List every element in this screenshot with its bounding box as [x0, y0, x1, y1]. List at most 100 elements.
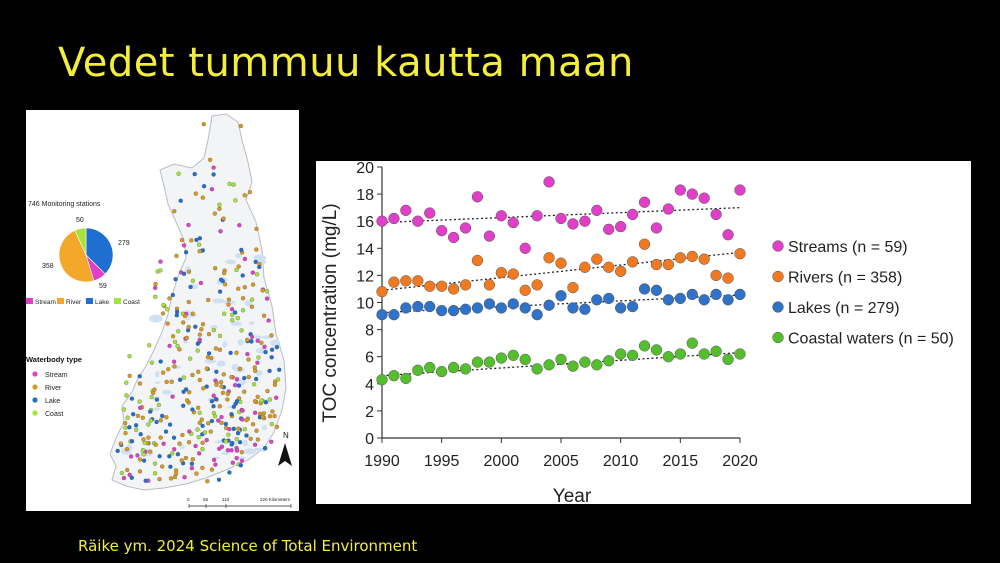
station-dot [170, 394, 175, 399]
station-dot [232, 310, 238, 315]
station-dot [244, 433, 249, 438]
station-dot [263, 445, 268, 451]
station-dot [177, 347, 182, 352]
station-dot [196, 405, 201, 410]
legend-label: Lakes (n = 279) [788, 300, 900, 317]
station-dot [239, 328, 244, 333]
station-dot [129, 396, 135, 401]
station-dot [237, 440, 243, 445]
data-point [662, 351, 675, 363]
station-dot [194, 471, 199, 476]
x-tick-label: 2015 [663, 453, 699, 470]
station-dot [248, 436, 253, 441]
station-dot [115, 448, 120, 454]
station-dot [212, 211, 217, 216]
data-point [424, 280, 436, 292]
station-dot [161, 302, 166, 308]
data-point [543, 176, 555, 188]
station-dot [238, 123, 244, 129]
station-dot [189, 465, 195, 471]
station-dot [183, 250, 189, 255]
station-dot [170, 292, 175, 298]
station-dot [250, 270, 255, 275]
station-dot [269, 333, 274, 338]
station-dot [195, 341, 200, 346]
pie-slice [58, 229, 95, 283]
data-point [507, 349, 519, 361]
station-dot [185, 398, 190, 403]
station-dot [219, 414, 224, 420]
waterbody-legend-stream: Stream [45, 372, 68, 379]
station-dot [245, 351, 250, 357]
station-dot [254, 226, 259, 232]
station-dot [211, 165, 216, 170]
pie-legend: Stream River Lake Coast [26, 298, 140, 306]
station-dot [190, 407, 195, 412]
station-dot [250, 282, 256, 287]
station-dot [246, 374, 251, 380]
station-dot [140, 447, 146, 453]
station-dot [186, 440, 192, 445]
lake-shape [154, 381, 161, 384]
station-dot [229, 307, 235, 312]
station-dot [156, 402, 162, 408]
station-dot [223, 439, 229, 444]
lake-shape [204, 359, 217, 364]
pie-legend-label: Lake [95, 299, 109, 306]
data-point [638, 238, 651, 250]
station-dot [250, 422, 256, 427]
station-dot [166, 367, 171, 372]
station-dot [179, 458, 184, 463]
station-dot [206, 297, 211, 303]
station-dot [242, 285, 247, 290]
data-point [603, 355, 615, 367]
station-dot [256, 355, 261, 360]
station-dot [239, 458, 245, 463]
station-dot [242, 256, 248, 262]
y-tick-label: 6 [365, 350, 374, 367]
station-dot [177, 441, 182, 446]
data-point [674, 292, 686, 305]
data-point [674, 348, 686, 360]
station-dot [216, 418, 221, 423]
station-dot [240, 296, 246, 301]
station-dot [247, 189, 253, 195]
lake-shape [152, 407, 160, 411]
station-dot [149, 360, 155, 365]
station-dot [180, 432, 185, 438]
station-dot [165, 307, 170, 312]
data-point [400, 372, 412, 385]
data-point [495, 302, 507, 314]
station-dot [213, 266, 218, 271]
data-point [388, 370, 400, 382]
station-dot [263, 349, 268, 355]
station-dot [178, 198, 183, 203]
station-dot [161, 370, 166, 375]
station-dot [234, 436, 239, 442]
station-dot [153, 442, 158, 447]
station-dot [206, 331, 212, 337]
station-dot [181, 403, 186, 408]
station-dot [119, 470, 125, 476]
data-point [483, 230, 496, 242]
station-dot [269, 439, 274, 444]
station-dot [179, 237, 185, 243]
station-dot [274, 424, 279, 430]
station-dot [190, 311, 195, 316]
station-dot [255, 360, 260, 365]
station-dot [200, 195, 205, 200]
station-dot [234, 399, 240, 404]
pie-label-coast: 50 [76, 217, 84, 224]
station-dot [190, 278, 196, 283]
station-dot [201, 184, 207, 189]
data-point [543, 299, 555, 311]
station-dot [196, 434, 201, 440]
station-dot [220, 390, 226, 395]
waterbody-legend-river: River [45, 385, 62, 392]
lake-shape [244, 300, 253, 307]
lake-shape [269, 339, 281, 347]
station-dot [171, 359, 177, 364]
station-dot [277, 367, 282, 372]
data-point [698, 192, 710, 204]
data-point [495, 210, 507, 222]
